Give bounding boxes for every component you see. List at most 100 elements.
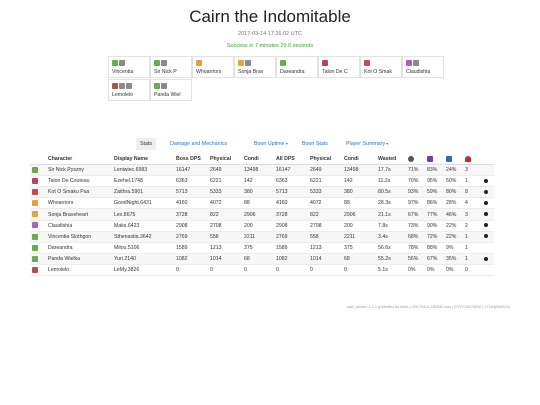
- table-row[interactable]: Claudishia Maks.6423 2908 2708 200 2908 2708 20…: [30, 220, 494, 232]
- table-row[interactable]: Kot O Smaku Psa Zaithra.5901 5713 5333 380 57…: [30, 186, 494, 198]
- table-row[interactable]: Vincentia Slothgon Sthenastia.3642 2769 558…: [30, 231, 494, 243]
- profession-icon: [154, 83, 160, 89]
- character-name: Sir Nick Pyszny: [46, 164, 112, 176]
- character-name: Talon De Couteau: [48, 178, 90, 185]
- table-row[interactable]: Panda Wielka Yuri.2140 1082 1014 68 1082 1014 6…: [30, 253, 494, 265]
- tab-boon-stats[interactable]: Boon Stats: [298, 138, 332, 150]
- down-icon[interactable]: [463, 154, 482, 166]
- tab-stats[interactable]: Stats: [136, 138, 157, 150]
- squad-member: Whoarriors: [192, 56, 234, 78]
- profession-icon: [322, 60, 328, 66]
- table-row[interactable]: Dareandra Milou.5106 1589 1213 375 1589 1213 37…: [30, 242, 494, 254]
- stat-cell: 1: [465, 244, 468, 251]
- stat-cell: 2211: [242, 231, 274, 243]
- stat-cell: 88: [344, 200, 350, 207]
- stat-cell: 93%: [406, 186, 425, 198]
- dodge-icon-glyph: [408, 155, 414, 162]
- squad-member: Panda Wiel: [150, 79, 192, 101]
- skull-icon: [484, 201, 488, 206]
- stat-cell: 1589: [276, 244, 288, 251]
- column-header[interactable]: Condi: [342, 154, 376, 166]
- stat-cell: 35%: [444, 253, 463, 265]
- column-header[interactable]: All DPS: [274, 154, 308, 166]
- profession-cell: [30, 264, 46, 275]
- stat-cell: 2649: [208, 164, 242, 176]
- stat-cell: 0%: [446, 266, 454, 273]
- stat-cell: 5713: [174, 186, 208, 198]
- stat-cell: 0: [210, 266, 213, 273]
- column-header[interactable]: Physical: [308, 154, 342, 166]
- squad-member-name: Whoarriors: [196, 69, 222, 75]
- stat-cell: 72%: [425, 231, 444, 243]
- character-name: Kot O Smaku Psa: [46, 186, 112, 198]
- stat-cell: 80%: [444, 186, 463, 198]
- table-row[interactable]: Sonja Braveheart Lex.8675 3728 822 2906 3728 8…: [30, 208, 494, 221]
- character-name: Lemolelo: [48, 266, 70, 273]
- profession-icon: [238, 60, 244, 66]
- fury-icon[interactable]: [444, 154, 463, 166]
- table-row[interactable]: Whoarriors GoodNight.6431 4160 4072 88 4160 40…: [30, 198, 494, 209]
- stat-cell: 2: [465, 222, 468, 229]
- skull-icon: [484, 212, 488, 217]
- stat-cell: 4: [465, 200, 468, 207]
- tab-boon-uptime[interactable]: Boon Uptime ▾: [250, 138, 292, 150]
- column-header[interactable]: Condi: [242, 154, 274, 166]
- squad-member-name: Lemolelo: [112, 92, 134, 98]
- dodge-icon[interactable]: [406, 154, 425, 166]
- squad-member-name: Talon De C: [322, 69, 348, 75]
- stat-cell: 0: [310, 266, 313, 273]
- stat-cell: 73%: [408, 222, 419, 229]
- encounter-result: Success in 7 minutes 29.0 seconds: [226, 43, 314, 49]
- table-row[interactable]: Lemolelo LeMy.3826 0 0 0 0 0 0 5.1s 0% 0% 0% 0: [30, 264, 494, 276]
- squad-member-name: Sir Nick P: [154, 69, 177, 75]
- stat-cell: 24%: [444, 164, 463, 176]
- stat-cell: 13498: [242, 164, 274, 176]
- death-cell: [482, 253, 494, 265]
- character-name: Vincentia Slothgon: [46, 231, 112, 243]
- stat-cell: 9%: [446, 244, 454, 251]
- profession-icons: [280, 60, 286, 67]
- column-header[interactable]: Display Name: [112, 154, 174, 166]
- stat-cell: 2708: [210, 222, 222, 229]
- column-header[interactable]: Boss DPS: [174, 154, 208, 166]
- tab-label: Boon Uptime: [254, 141, 285, 147]
- stat-cell: 68%: [406, 231, 425, 243]
- profession-icon: [154, 60, 160, 66]
- death-cell: [482, 231, 494, 243]
- stat-cell: 2769: [174, 231, 208, 243]
- stat-cell: 5.1s: [378, 266, 388, 273]
- profession-icons: [406, 60, 419, 67]
- column-header[interactable]: Wasted: [376, 154, 406, 166]
- profession-icon: [280, 60, 286, 66]
- stat-cell: 56.6s: [378, 244, 391, 251]
- stat-cell: 3728: [274, 208, 308, 221]
- column-header[interactable]: Physical: [208, 154, 242, 166]
- stat-cell: 3: [463, 208, 482, 221]
- stat-cell: 11.2s: [378, 178, 391, 185]
- stat-cell: 375: [244, 244, 253, 251]
- stat-cell: 71%: [406, 164, 425, 176]
- stat-cell: 88: [244, 200, 250, 207]
- column-header[interactable]: Character: [46, 154, 112, 166]
- profession-icon: [32, 222, 38, 229]
- profession-icon: [32, 255, 38, 262]
- might-icon[interactable]: [425, 154, 444, 166]
- skull-icon: [484, 189, 488, 194]
- profession-cell: [30, 198, 46, 209]
- tab-player-summary[interactable]: Player Summary ▾: [342, 138, 392, 150]
- profession-icon: [32, 189, 38, 196]
- build-icon: [119, 83, 125, 89]
- stat-cell: 28%: [446, 200, 457, 207]
- squad-member: Sir Nick P: [150, 56, 192, 78]
- stat-cell: 2908: [276, 222, 288, 229]
- stat-cell: 22%: [444, 231, 463, 243]
- death-cell: [482, 198, 494, 209]
- stat-cell: 1082: [274, 253, 308, 265]
- stat-cell: 2211: [342, 231, 376, 243]
- death-cell: [482, 220, 494, 231]
- table-row[interactable]: Sir Nick Pyszny Leniwiec.6983 16147 2649 134…: [30, 164, 494, 176]
- tab-damage-and-mechanics[interactable]: Damage and Mechanics: [166, 138, 231, 150]
- skull-icon: [484, 223, 488, 228]
- table-row[interactable]: Talon De Couteau Ezehel.1748 6363 6221 142 63…: [30, 176, 494, 187]
- stat-cell: 4072: [210, 200, 222, 207]
